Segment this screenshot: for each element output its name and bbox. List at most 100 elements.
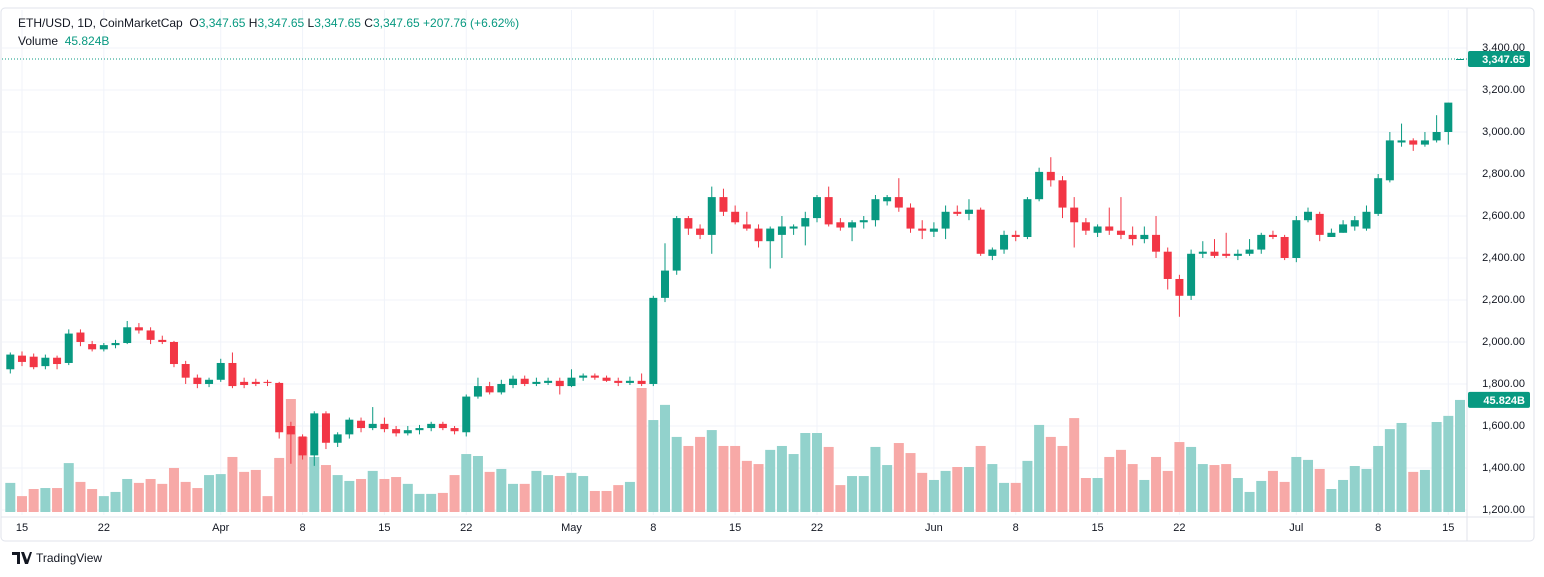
candle-body [766, 228, 775, 242]
volume-bar [1115, 449, 1126, 512]
candle-body [1327, 232, 1336, 237]
volume-bar [800, 433, 811, 512]
candle-body [1210, 251, 1219, 256]
candle-body [1058, 180, 1067, 208]
volume-bar [1197, 464, 1208, 512]
volume-bar [882, 465, 893, 512]
candle-body [1397, 140, 1406, 143]
axes: 1,200.00 1,400.00 1,600.00 1,800.00 2,000.00… [1, 8, 1534, 541]
candle-body [1011, 234, 1020, 237]
volume-bar [168, 467, 179, 512]
volume-bar [554, 476, 565, 512]
volume-bar [402, 483, 413, 512]
volume-bar [215, 474, 226, 512]
candle-body [427, 423, 436, 429]
candle-body [894, 197, 903, 208]
candle-body [707, 197, 716, 235]
candle-body [637, 380, 646, 384]
volume-bar [180, 481, 191, 512]
volume-tag [1468, 391, 1530, 408]
volume-bar [192, 488, 203, 512]
y-tick-label: 3,200.00 [1482, 84, 1525, 96]
candle-body [988, 249, 997, 256]
ohlc-values: O3,347.65 H3,347.65 L3,347.65 C3,347.65 [189, 16, 423, 30]
footer[interactable]: TradingView [12, 551, 102, 565]
legend-line: ETH/USD, 1D, CoinMarketCap O3,347.65 H3,… [18, 16, 519, 30]
logo [12, 552, 32, 564]
candle-body [1280, 236, 1289, 258]
candle-body [1081, 222, 1090, 231]
candle-body [672, 218, 681, 271]
volume-bar [309, 456, 320, 512]
candle-layer [6, 58, 1464, 466]
candle-body [976, 209, 985, 254]
candle-body [871, 199, 880, 221]
candle-body [649, 297, 658, 384]
chart-frame [0, 7, 1535, 542]
candle-body [812, 197, 821, 219]
volume-bar [730, 445, 741, 512]
candle-body [134, 327, 143, 331]
x-tick-label: 22 [811, 522, 823, 534]
x-tick-label: 8 [650, 522, 656, 534]
volume-bar [1443, 415, 1454, 512]
y-tick-label: 1,400.00 [1482, 462, 1525, 474]
volume-bar [391, 477, 402, 512]
candle-body [1070, 207, 1079, 223]
volume-bar [718, 445, 729, 512]
candle-body [1152, 234, 1161, 252]
volume-bar [788, 454, 799, 512]
volume-bar [999, 482, 1010, 512]
candle-body [1175, 278, 1184, 296]
candle-body [193, 377, 202, 384]
volume-bar [157, 483, 168, 512]
volume-bar [1186, 446, 1197, 512]
volume-bar [1034, 424, 1045, 512]
candle-body [731, 211, 740, 223]
volume-bar [1151, 456, 1162, 512]
candle-body [953, 211, 962, 214]
x-tick-label: 22 [1173, 522, 1185, 534]
candle-body [216, 362, 225, 380]
volume-bar [133, 482, 144, 512]
volume-bar [496, 468, 507, 512]
candle-body [1035, 171, 1044, 200]
y-tick-label: 2,000.00 [1482, 336, 1525, 348]
x-tick-label: May [561, 522, 582, 534]
candle-body [146, 330, 155, 340]
volume-bar [87, 489, 98, 512]
candle-body [321, 413, 330, 443]
volume-bar [5, 482, 16, 512]
candle-body [848, 222, 857, 228]
volume-bar [648, 420, 659, 512]
volume-bar [776, 445, 787, 512]
volume-bar [858, 476, 869, 512]
volume-bar [636, 388, 647, 512]
candle-body [169, 341, 178, 365]
candle-body [263, 381, 272, 383]
candle-body [415, 428, 424, 431]
volume-bar [1080, 478, 1091, 512]
volume-bar [1127, 464, 1138, 512]
candle-body [1116, 230, 1125, 235]
volume-bar [1314, 468, 1325, 512]
y-tick-label: 2,800.00 [1482, 168, 1525, 180]
volume-bar [847, 476, 858, 512]
candle-body [240, 381, 249, 386]
candle-body [181, 364, 190, 378]
x-tick-label: 15 [1442, 522, 1454, 534]
volume-bar [952, 466, 963, 512]
volume-bar [426, 493, 437, 512]
candle-body [1128, 234, 1137, 240]
volume-bar [1349, 466, 1360, 512]
candle-body [1140, 234, 1149, 240]
volume-bar [1057, 445, 1068, 512]
candle-body [158, 339, 167, 342]
candle-body [17, 355, 26, 362]
grid [2, 10, 1467, 515]
candle-body [684, 218, 693, 229]
volume-bar [660, 404, 671, 512]
candle-body [1444, 102, 1453, 132]
volume-bar [484, 471, 495, 512]
candle-body [590, 375, 599, 378]
